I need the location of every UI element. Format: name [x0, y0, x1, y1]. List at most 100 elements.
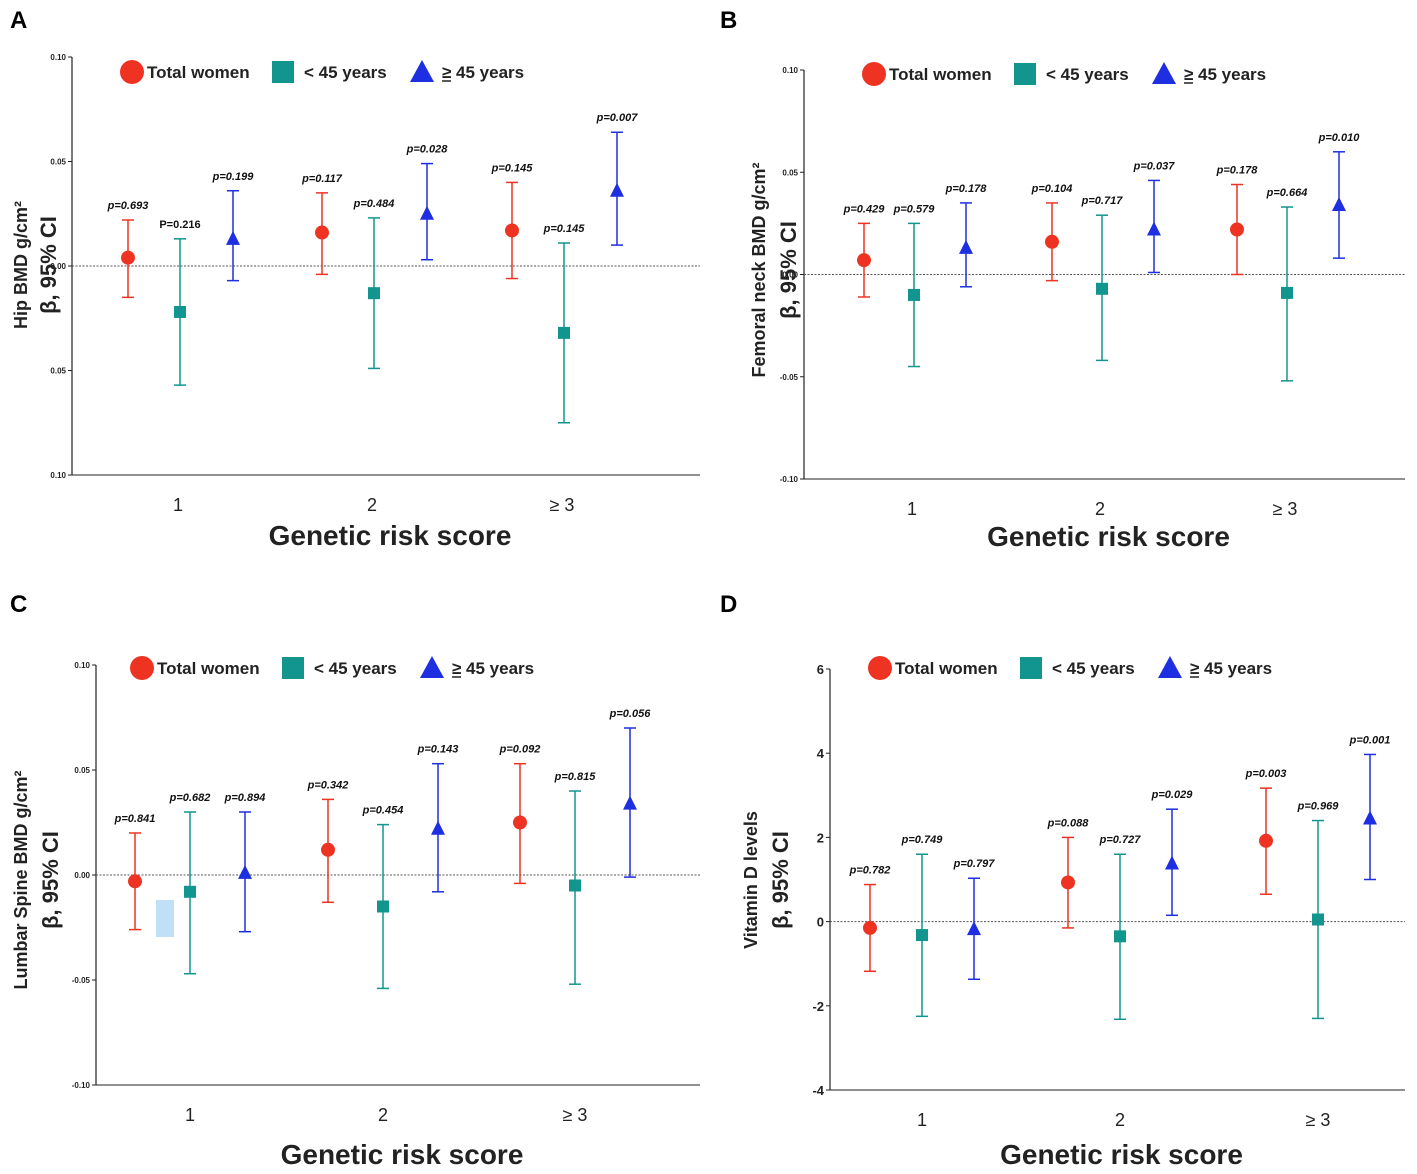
y-tick-label: -4 [812, 1083, 824, 1098]
highlight-artifact [156, 900, 174, 937]
y-tick-label: 0.10 [50, 471, 66, 480]
p-value-label: p=0.664 [1266, 187, 1308, 199]
p-value-label: p=0.342 [307, 779, 349, 791]
legend-label: Total women [157, 659, 260, 678]
legend-square-icon [1014, 63, 1036, 85]
legend-triangle-icon [1158, 656, 1182, 678]
y-tick-label: 0.10 [50, 53, 66, 62]
x-tick-label: ≥ 3 [1273, 499, 1298, 519]
p-value-label: p=0.484 [353, 198, 395, 210]
y-tick-label: 0 [817, 915, 824, 930]
p-value-label: p=0.693 [107, 200, 149, 212]
series-over-45: p=0.199 p=0.028 p=0.007 [212, 112, 638, 282]
y-tick-label: 0.05 [74, 766, 90, 775]
p-value-label: p=0.894 [224, 792, 266, 804]
point-marker [1332, 196, 1346, 211]
y-axis-sublabel: β, 95% CI [36, 216, 61, 314]
point-marker [1061, 875, 1075, 890]
point-marker [420, 205, 434, 220]
p-value-label: p=0.056 [609, 708, 652, 720]
x-axis-label: Genetic risk score [281, 1139, 524, 1170]
point-marker [959, 239, 973, 254]
series-total-women: p=0.841 p=0.342 p=0.092 [114, 744, 541, 931]
y-axis-sublabel: β, 95% CI [38, 831, 63, 929]
point-marker [1281, 286, 1293, 299]
legend: Total women < 45 years ≥ 45 years [130, 656, 534, 680]
x-axis-label: Genetic risk score [987, 521, 1230, 552]
point-marker [1259, 833, 1273, 848]
panel-label: B [720, 7, 737, 34]
x-tick-label: 2 [367, 495, 377, 515]
point-marker [315, 225, 329, 240]
legend-circle-icon [120, 60, 144, 84]
x-axis-label: Genetic risk score [1000, 1139, 1243, 1170]
legend-label: Total women [147, 63, 250, 82]
p-value-label: p=0.797 [953, 858, 996, 870]
panel-label: A [10, 7, 27, 34]
legend: Total women < 45 years ≥ 45 years [120, 60, 524, 84]
p-value-label: p=0.028 [406, 144, 449, 156]
p-value-label: p=0.969 [1297, 801, 1340, 813]
x-tick-label: 1 [907, 499, 917, 519]
y-tick-label: 0.05 [50, 158, 66, 167]
series-total-women: p=0.782 p=0.088 p=0.003 [849, 768, 1286, 973]
x-tick-label: 2 [378, 1105, 388, 1125]
series-over-45: p=0.894 p=0.143 p=0.056 [224, 708, 652, 933]
legend-circle-icon [130, 656, 154, 680]
panel-label: D [720, 591, 737, 618]
point-marker [513, 815, 527, 830]
series-under-45: p=0.682 p=0.454 p=0.815 [169, 771, 597, 990]
point-marker [967, 921, 981, 936]
point-marker [184, 885, 196, 898]
y-axis-label: Lumbar Spine BMD g/cm² [11, 770, 31, 989]
p-value-label: p=0.782 [849, 865, 891, 877]
legend-label: Total women [895, 659, 998, 678]
p-value-label: p=0.815 [554, 771, 597, 783]
point-marker [238, 864, 252, 879]
p-value-label: P=0.216 [159, 219, 200, 231]
p-value-label: p=0.199 [212, 171, 255, 183]
y-tick-label: -0.05 [72, 976, 91, 985]
point-marker [569, 879, 581, 892]
p-value-label: p=0.104 [1031, 183, 1073, 195]
point-marker [623, 795, 637, 810]
y-tick-label: 0.05 [782, 168, 798, 177]
point-marker [610, 182, 624, 197]
point-marker [226, 230, 240, 245]
p-value-label: p=0.143 [417, 744, 459, 756]
point-marker [377, 900, 389, 913]
series-under-45: p=0.749 p=0.727 p=0.969 [901, 801, 1340, 1021]
p-value-label: p=0.001 [1349, 734, 1391, 746]
p-value-label: p=0.727 [1099, 834, 1142, 846]
x-tick-label: 1 [173, 495, 183, 515]
panel-d: D 6 4 2 0 -2 -4 1 2 ≥ 3 Genetic risk score Vitamin … [720, 591, 1405, 1170]
legend-circle-icon [868, 656, 892, 680]
panel-a: A 0.10 0.05 0.00 0.05 0.10 1 2 ≥ 3 Genetic risk s… [10, 7, 700, 551]
y-tick-label: 6 [817, 662, 824, 677]
y-tick-label: -0.05 [780, 373, 799, 382]
series-over-45: p=0.797 p=0.029 p=0.001 [953, 734, 1391, 981]
p-value-label: p=0.092 [499, 744, 541, 756]
y-axis-sublabel: β, 95% CI [776, 221, 801, 319]
x-tick-label: ≥ 3 [1306, 1110, 1331, 1130]
y-tick-label: 0.10 [782, 66, 798, 75]
p-value-label: p=0.010 [1318, 132, 1361, 144]
p-value-label: p=0.454 [362, 805, 404, 817]
legend-square-icon [1020, 657, 1042, 679]
panel-b: B 0.10 0.05 0.00 -0.05 -0.10 1 2 ≥ 3 Genetic risk… [720, 7, 1405, 552]
legend-label: ≥ 45 years [1184, 65, 1266, 84]
point-marker [505, 223, 519, 238]
point-marker [1045, 234, 1059, 249]
legend-label: Total women [889, 65, 992, 84]
legend-triangle-icon [410, 60, 434, 82]
y-tick-label: -2 [812, 999, 824, 1014]
p-value-label: p=0.029 [1151, 789, 1194, 801]
p-value-label: p=0.749 [901, 834, 944, 846]
point-marker [1312, 913, 1324, 926]
y-tick-label: -0.10 [72, 1081, 91, 1090]
series-total-women: p=0.693 p=0.117 p=0.145 [107, 162, 533, 299]
y-tick-label: 2 [817, 830, 824, 845]
x-tick-label: ≥ 3 [563, 1105, 588, 1125]
y-tick-label: 4 [817, 746, 825, 761]
